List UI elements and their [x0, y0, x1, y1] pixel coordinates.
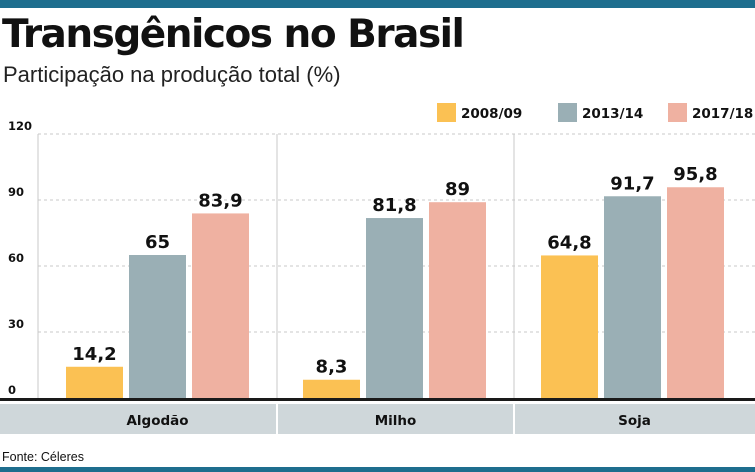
source-note: Fonte: Céleres [2, 450, 84, 464]
bar-2017-18 [667, 187, 724, 398]
category-band: Algodão Milho Soja [0, 398, 755, 434]
chart-title: Transgênicos no Brasil [2, 12, 465, 57]
category-label: Algodão [126, 413, 188, 429]
data-label: 64,8 [547, 232, 591, 253]
data-label: 83,9 [198, 190, 242, 211]
y-axis: 0 30 60 90 120 [8, 119, 32, 397]
data-label: 95,8 [673, 164, 717, 185]
y-tick-label: 30 [8, 317, 24, 331]
grid-lines [37, 133, 755, 398]
legend-label: 2013/14 [582, 106, 643, 122]
data-label: 91,7 [610, 173, 654, 194]
bar-2017-18 [429, 202, 486, 398]
bars [66, 187, 724, 398]
legend-swatch [558, 103, 577, 122]
data-labels: 14,2 8,3 64,8 65 81,8 91,7 83,9 89 95,8 [72, 164, 717, 377]
legend: 2008/09 2013/14 2017/18 [437, 103, 753, 122]
y-tick-label: 60 [8, 251, 24, 265]
data-label: 8,3 [316, 357, 348, 378]
top-accent-bar [0, 0, 755, 8]
bar-2008-09 [66, 366, 123, 398]
bottom-accent-bar [0, 467, 755, 472]
data-label: 89 [445, 179, 470, 200]
bar-2017-18 [192, 213, 249, 398]
bar-2013-14 [366, 218, 423, 398]
y-tick-label: 120 [8, 119, 32, 133]
chart-subtitle: Participação na produção total (%) [3, 62, 341, 87]
legend-label: 2017/18 [692, 106, 753, 122]
bar-2013-14 [129, 255, 186, 398]
data-label: 14,2 [72, 344, 116, 365]
bar-2008-09 [303, 379, 360, 398]
bar-2013-14 [604, 196, 661, 398]
legend-label: 2008/09 [461, 106, 522, 122]
category-label: Milho [375, 413, 417, 429]
legend-swatch [668, 103, 687, 122]
legend-swatch [437, 103, 456, 122]
bar-2008-09 [541, 255, 598, 398]
category-band-bg [0, 404, 755, 434]
category-label: Soja [618, 413, 651, 429]
data-label: 65 [145, 232, 170, 253]
y-tick-label: 0 [8, 383, 16, 397]
data-label: 81,8 [372, 195, 416, 216]
y-tick-label: 90 [8, 185, 24, 199]
